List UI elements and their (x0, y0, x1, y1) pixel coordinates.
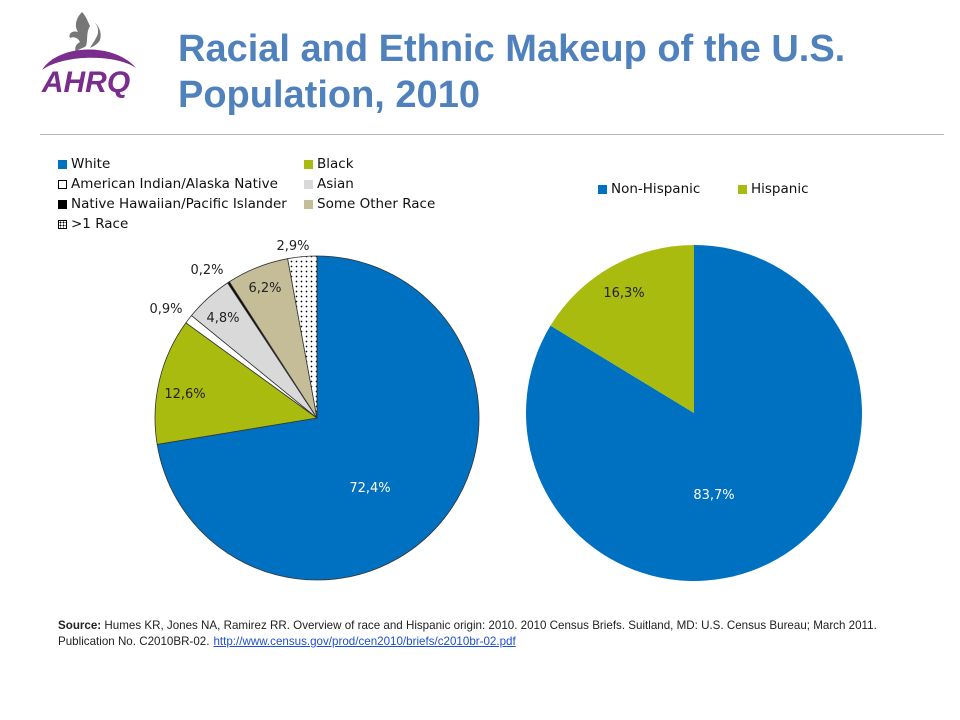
legend-swatch (304, 159, 313, 169)
legend-item-hispanic: Hispanic (738, 179, 809, 199)
legend-item-native-hawaiian-pacific-islander: Native Hawaiian/Pacific Islander (58, 194, 287, 214)
legend-swatch (58, 159, 67, 169)
legend-item-american-indian-alaska-native: American Indian/Alaska Native (58, 174, 278, 194)
data-label-native-hawaiian-pacific-islander: 0,2% (190, 263, 223, 278)
legend-label: Some Other Race (317, 196, 436, 212)
logo-swoosh-icon (42, 49, 136, 70)
pie-slice-white (156, 255, 480, 581)
pie-slice-hispanic (550, 245, 694, 413)
title-divider (40, 134, 944, 135)
data-label-1-race: 2,9% (276, 239, 309, 254)
pie-slice-non-hispanic (525, 245, 862, 581)
legend-label: Native Hawaiian/Pacific Islander (71, 196, 287, 212)
legend-label: American Indian/Alaska Native (71, 176, 278, 192)
legend-item-some-other-race: Some Other Race (304, 194, 435, 214)
legend-swatch (58, 179, 67, 189)
data-label-black: 12,6% (164, 387, 205, 402)
data-label-non-hispanic: 83,7% (693, 488, 734, 503)
page-title: Racial and Ethnic Makeup of the U.S. Pop… (178, 28, 846, 116)
pie-slice-black (154, 322, 318, 445)
source-text: Humes KR, Jones NA, Ramirez RR. Overview… (58, 619, 877, 648)
source-note: Source: Humes KR, Jones NA, Ramirez RR. … (58, 618, 908, 650)
source-label: Source: (58, 619, 102, 632)
legend-label: Asian (317, 176, 354, 192)
legend-swatch (304, 179, 313, 189)
race-pie-chart: 72,4% 12,6% 0,9% 4,8% 0,2% 6,2% 2,9% (150, 239, 480, 581)
data-label-asian: 4,8% (206, 311, 239, 326)
legend-label: Black (317, 156, 354, 172)
hhs-eagle-icon (69, 12, 101, 52)
legend-swatch (738, 184, 747, 194)
legend-label: White (71, 156, 111, 172)
hispanic-legend: Non-Hispanic Hispanic (598, 179, 858, 199)
logo-wordmark: AHRQ (41, 66, 130, 99)
legend-label: Hispanic (751, 181, 809, 197)
legend-item-black: Black (304, 154, 354, 174)
legend-item-1-race: >1 Race (58, 214, 128, 234)
legend-label: Non-Hispanic (611, 181, 701, 197)
legend-item-asian: Asian (304, 174, 354, 194)
legend-label: >1 Race (71, 216, 129, 232)
data-label-american-indian-alaska-native: 0,9% (150, 302, 183, 317)
race-legend: White Black American Indian/Alaska Native A… (58, 154, 478, 238)
legend-item-white: White (58, 154, 110, 174)
hispanic-pie-chart: 83,7% 16,3% (525, 245, 862, 581)
legend-swatch (58, 219, 67, 229)
ahrq-logo: AHRQ (41, 12, 136, 99)
legend-item-non-hispanic: Non-Hispanic (598, 179, 700, 199)
pie-slice-1-race (287, 255, 318, 419)
legend-swatch (58, 199, 67, 209)
legend-swatch (304, 199, 313, 209)
data-label-hispanic: 16,3% (603, 286, 644, 301)
data-label-some-other-race: 6,2% (248, 281, 281, 296)
legend-swatch (598, 184, 607, 194)
data-label-white: 72,4% (349, 481, 390, 496)
source-link[interactable]: http://www.census.gov/prod/cen2010/brief… (213, 635, 516, 648)
